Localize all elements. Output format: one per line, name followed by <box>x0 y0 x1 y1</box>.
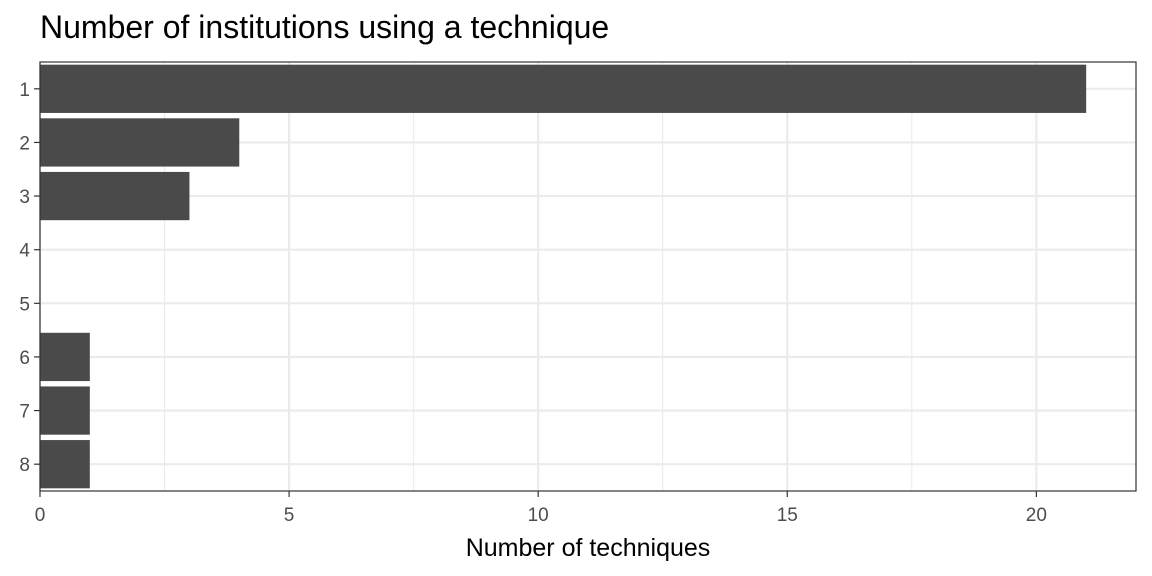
plot-panel <box>38 61 1137 492</box>
x-tick-label: 0 <box>35 505 46 526</box>
bar-7 <box>40 386 90 435</box>
panel-border <box>39 61 1137 492</box>
y-tick-label: 1 <box>19 80 30 101</box>
y-axis: 1 2 3 4 5 6 7 8 <box>19 80 40 476</box>
y-tick-label: 4 <box>19 241 30 262</box>
x-axis: 0 5 10 15 20 <box>35 491 1047 526</box>
bars <box>40 64 1087 489</box>
y-tick-label: 8 <box>19 455 30 476</box>
x-tick-label: 15 <box>777 505 798 526</box>
y-tick-label: 6 <box>19 348 30 369</box>
y-tick-label: 5 <box>19 294 30 315</box>
x-tick-label: 20 <box>1026 505 1047 526</box>
chart-title: Number of institutions using a technique <box>40 9 609 45</box>
y-tick-label: 2 <box>19 133 30 154</box>
bar-8 <box>40 440 90 489</box>
y-tick-label: 7 <box>19 402 30 423</box>
x-tick-label: 5 <box>284 505 295 526</box>
bar-6 <box>40 332 90 382</box>
x-tick-label: 10 <box>528 505 549 526</box>
y-tick-label: 3 <box>19 187 30 208</box>
bar-3 <box>40 171 190 221</box>
bar-1 <box>40 64 1087 113</box>
x-axis-title: Number of techniques <box>466 534 711 562</box>
bar-2 <box>40 118 240 167</box>
